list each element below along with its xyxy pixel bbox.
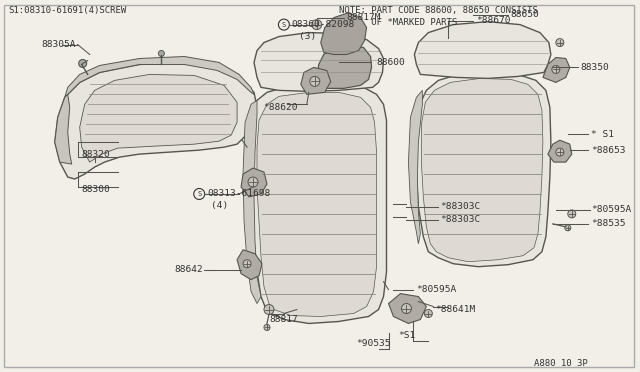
Text: *80595A: *80595A (591, 205, 631, 214)
Circle shape (565, 225, 571, 231)
Text: * S1: * S1 (591, 130, 614, 139)
Text: 08360-82098: 08360-82098 (292, 20, 355, 29)
Text: 88600: 88600 (376, 58, 405, 67)
Text: (4): (4) (211, 201, 228, 211)
Polygon shape (243, 100, 261, 304)
Circle shape (310, 76, 320, 86)
Circle shape (556, 39, 564, 46)
Text: *88641M: *88641M (435, 305, 476, 314)
Text: 88350: 88350 (580, 63, 609, 72)
Polygon shape (321, 13, 367, 55)
Text: *88653: *88653 (591, 146, 625, 155)
Circle shape (243, 260, 251, 268)
Circle shape (264, 305, 274, 314)
Polygon shape (548, 140, 572, 162)
Circle shape (79, 60, 86, 67)
Text: 88817M: 88817M (347, 13, 381, 22)
Circle shape (556, 148, 564, 156)
Text: *90535: *90535 (356, 339, 391, 348)
Polygon shape (55, 62, 257, 179)
Text: S: S (282, 22, 286, 28)
Text: 88650: 88650 (510, 10, 539, 19)
Circle shape (424, 310, 433, 317)
Circle shape (245, 146, 251, 152)
Circle shape (568, 210, 576, 218)
Circle shape (401, 304, 412, 314)
Polygon shape (254, 33, 383, 92)
Polygon shape (417, 73, 551, 267)
Text: *88303C: *88303C (440, 202, 481, 211)
Polygon shape (55, 94, 72, 164)
Text: *S1: *S1 (399, 331, 416, 340)
Text: 88642: 88642 (174, 265, 203, 274)
Circle shape (312, 20, 322, 30)
Text: *88620: *88620 (263, 103, 298, 112)
Polygon shape (301, 67, 331, 94)
Circle shape (158, 51, 164, 57)
Text: *80595A: *80595A (417, 285, 457, 294)
Text: S1:08310-61691(4)SCREW: S1:08310-61691(4)SCREW (8, 6, 126, 15)
Circle shape (248, 177, 258, 187)
Polygon shape (80, 74, 237, 162)
Text: 08313-61698: 08313-61698 (207, 189, 271, 199)
Polygon shape (421, 78, 543, 262)
Polygon shape (415, 22, 551, 78)
Text: 88305A: 88305A (42, 40, 76, 49)
Text: *88670: *88670 (476, 16, 511, 25)
Polygon shape (317, 45, 372, 89)
Text: 88300: 88300 (82, 186, 111, 195)
Polygon shape (241, 168, 267, 197)
Polygon shape (408, 90, 422, 244)
Polygon shape (257, 92, 376, 317)
Polygon shape (237, 250, 262, 280)
Text: NOTE; PART CODE 88600, 88650 CONSISTS: NOTE; PART CODE 88600, 88650 CONSISTS (339, 6, 538, 15)
Polygon shape (543, 58, 570, 83)
Circle shape (552, 65, 560, 73)
Text: S: S (197, 191, 202, 197)
Text: A880 10 3P: A880 10 3P (534, 359, 588, 368)
Circle shape (264, 324, 270, 330)
Text: *88303C: *88303C (440, 215, 481, 224)
Text: (3): (3) (299, 32, 316, 41)
Polygon shape (65, 57, 254, 97)
Text: OF *MARKED PARTS: OF *MARKED PARTS (339, 18, 457, 27)
Polygon shape (388, 294, 426, 324)
Text: 88817: 88817 (269, 315, 298, 324)
Text: 88320: 88320 (82, 150, 111, 158)
Polygon shape (249, 84, 387, 324)
Text: *88535: *88535 (591, 219, 625, 228)
